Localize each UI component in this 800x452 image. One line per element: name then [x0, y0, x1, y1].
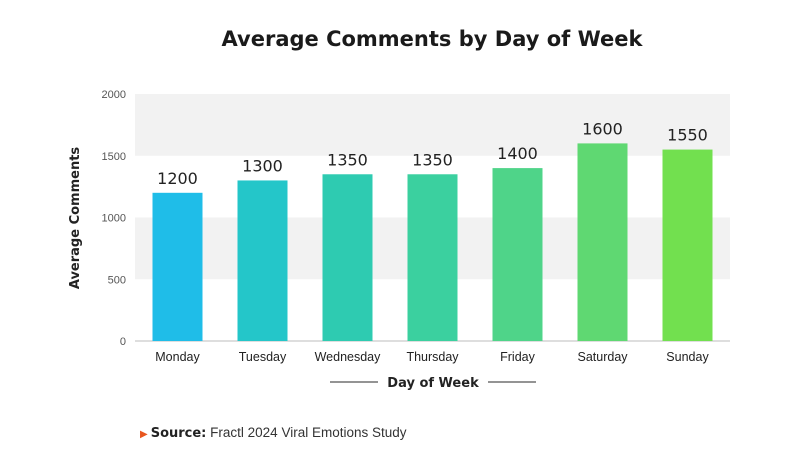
y-tick-1500: 1500 — [102, 151, 126, 163]
x-axis-ticks: Monday Tuesday Wednesday Thursday Friday Satu… — [155, 350, 709, 364]
y-axis-label: Average Comments — [68, 147, 83, 290]
bar-saturday — [577, 143, 628, 341]
value-label-friday: 1400 — [497, 144, 538, 163]
x-axis-label: Day of Week — [387, 376, 479, 391]
y-tick-500: 500 — [108, 274, 126, 286]
x-tick-thursday: Thursday — [406, 350, 459, 364]
y-tick-1000: 1000 — [102, 213, 126, 225]
x-tick-tuesday: Tuesday — [239, 350, 287, 364]
triangle-bullet-icon: ▶ — [140, 429, 148, 440]
bar-monday — [152, 192, 203, 341]
y-tick-2000: 2000 — [102, 89, 126, 101]
band-1500-2000 — [135, 94, 730, 156]
value-label-sunday: 1550 — [667, 126, 708, 145]
source-text: Fractl 2024 Viral Emotions Study — [210, 425, 407, 440]
bar-tuesday — [237, 180, 288, 341]
x-tick-sunday: Sunday — [666, 350, 709, 364]
x-tick-saturday: Saturday — [577, 350, 628, 364]
bar-wednesday — [322, 174, 373, 341]
value-label-saturday: 1600 — [582, 119, 623, 138]
bar-thursday — [407, 174, 458, 341]
x-tick-wednesday: Wednesday — [315, 350, 382, 364]
value-label-thursday: 1350 — [412, 150, 453, 169]
x-tick-monday: Monday — [155, 350, 200, 364]
y-axis-ticks: 0 500 1000 1500 2000 — [102, 89, 126, 348]
source-label: Source: — [150, 426, 207, 441]
value-label-tuesday: 1300 — [242, 156, 283, 175]
value-labels: 1200 1300 1350 1350 1400 1600 1550 — [157, 119, 708, 187]
chart-title: Average Comments by Day of Week — [222, 27, 644, 51]
bar-sunday — [662, 149, 713, 341]
value-label-wednesday: 1350 — [327, 150, 368, 169]
y-tick-0: 0 — [120, 336, 126, 348]
value-label-monday: 1200 — [157, 169, 198, 188]
source-note: ▶ Source: Fractl 2024 Viral Emotions Stud… — [140, 425, 407, 441]
bar-friday — [492, 168, 543, 341]
bars — [152, 143, 713, 341]
x-tick-friday: Friday — [500, 350, 535, 364]
